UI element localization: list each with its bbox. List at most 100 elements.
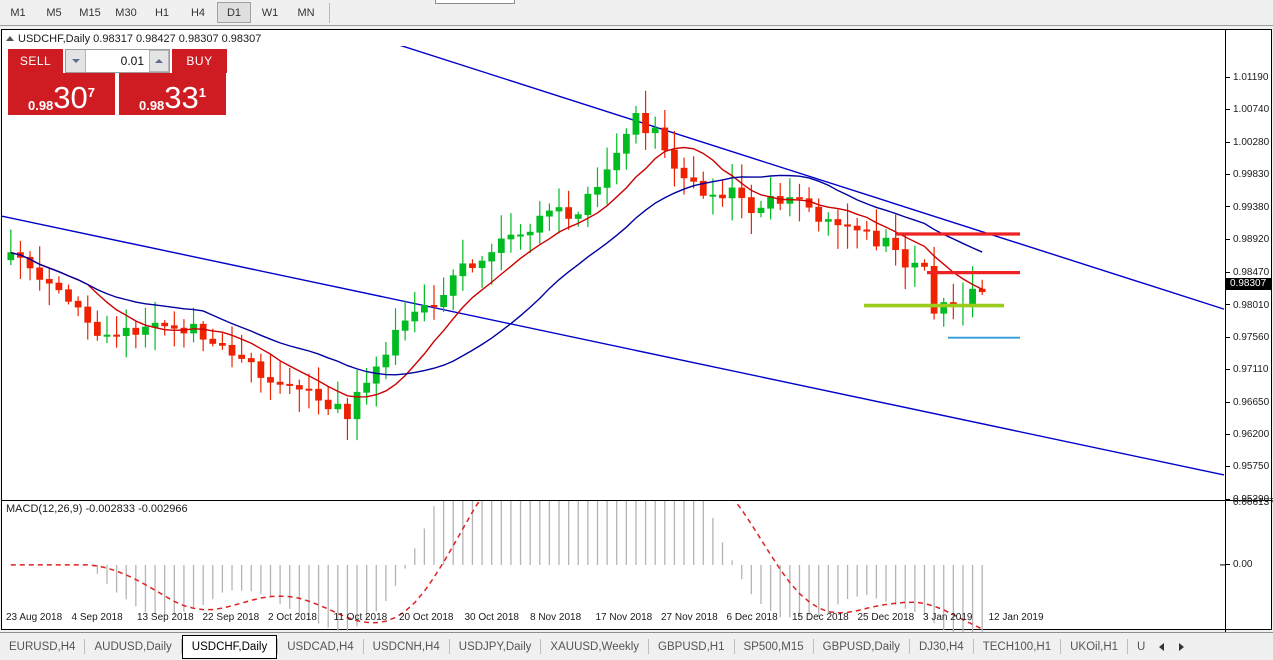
volume-increment-button[interactable]: [149, 50, 169, 72]
tabs-scroll-right-button[interactable]: [1174, 636, 1188, 658]
candle-body: [815, 206, 823, 222]
candlestick: [382, 342, 390, 380]
chart-tab-usdcnh-h4[interactable]: USDCNH,H4: [372, 640, 440, 653]
timeframe-button-mn[interactable]: MN: [297, 7, 315, 19]
candle-body: [680, 167, 688, 179]
date-tick-label: 23 Aug 2018: [6, 612, 63, 623]
candle-body: [690, 177, 698, 182]
macd-pane-plot[interactable]: [2, 501, 1225, 642]
toolbar-separator: [329, 2, 330, 23]
chart-tab-gbpusd-daily[interactable]: GBPUSD,Daily: [822, 640, 900, 653]
trendline-channel-upper[interactable]: [399, 46, 1225, 310]
candlestick: [199, 321, 207, 352]
candlestick: [401, 300, 409, 341]
candlestick: [824, 212, 832, 236]
date-tick-label: 27 Nov 2018: [661, 612, 718, 623]
candlestick: [478, 255, 486, 288]
chart-tab-audusd-daily[interactable]: AUDUSD,Daily: [94, 640, 172, 653]
candle-body: [651, 127, 659, 134]
chart-tab-tech100-h1[interactable]: TECH100,H1: [982, 640, 1052, 653]
price-tick-label: 0.98470: [1226, 267, 1269, 278]
volume-value[interactable]: 0.01: [120, 54, 144, 68]
price-tick-label: 0.95750: [1226, 461, 1269, 472]
tab-separator: [362, 639, 364, 654]
candlestick: [26, 251, 34, 281]
chart-tab-ukoil-h1[interactable]: UKOil,H1: [1070, 640, 1119, 653]
candle-body: [671, 149, 678, 169]
candle-body: [247, 358, 255, 363]
sell-button[interactable]: SELL: [8, 49, 63, 73]
collapse-triangle-icon[interactable]: [6, 35, 14, 41]
candle-body: [161, 322, 169, 327]
volume-input[interactable]: 0.01: [65, 49, 170, 73]
timeframe-button-h4[interactable]: H4: [190, 7, 206, 19]
one-click-trading-panel[interactable]: SELL 0.01 BUY 0.98307: [8, 49, 227, 115]
timeframe-button-w1[interactable]: W1: [261, 7, 279, 19]
candle-body: [767, 196, 774, 209]
candle-body: [622, 133, 630, 154]
candlestick: [267, 354, 274, 400]
moving-average-fast[interactable]: [10, 146, 983, 398]
candle-body: [632, 112, 640, 135]
candle-body: [594, 186, 601, 195]
candle-body: [132, 327, 140, 335]
candlestick: [93, 310, 101, 341]
candlestick: [603, 147, 611, 205]
candle-body: [276, 381, 284, 385]
candlestick: [574, 211, 582, 227]
price-pane-plot[interactable]: [2, 46, 1225, 501]
timeframe-button-m5[interactable]: M5: [46, 7, 62, 19]
candle-body: [372, 366, 380, 384]
timeframe-button-m1[interactable]: M1: [10, 7, 26, 19]
chart-tab-sp500-m15[interactable]: SP500,M15: [743, 640, 804, 653]
candlestick: [440, 277, 447, 312]
timeframe-button-h1[interactable]: H1: [154, 7, 170, 19]
chart-tab-xauusd-weekly[interactable]: XAUUSD,Weekly: [550, 640, 640, 653]
volume-decrement-button[interactable]: [66, 50, 86, 72]
price-tick-label: 1.01190: [1226, 72, 1268, 83]
candlestick: [671, 130, 678, 187]
candlestick: [132, 320, 140, 349]
tab-separator: [733, 639, 735, 654]
chart-tab-gbpusd-h1[interactable]: GBPUSD,H1: [658, 640, 725, 653]
candle-body: [824, 219, 832, 222]
price-axis[interactable]: 1.01190 1.00740 1.00280 0.99830 0.99380 0.989…: [1226, 30, 1272, 505]
candlestick: [190, 307, 197, 343]
candlestick: [286, 367, 294, 394]
chart-window[interactable]: USDCHF,Daily 0.98317 0.98427 0.98307 0.9…: [1, 29, 1273, 642]
candle-body: [526, 231, 534, 236]
sell-price-button[interactable]: 0.98307: [8, 73, 115, 115]
candlestick: [247, 352, 255, 383]
candlestick: [324, 387, 332, 416]
timeframe-button-m15[interactable]: M15: [79, 7, 101, 19]
candle-body: [834, 219, 842, 226]
candlestick: [228, 326, 236, 368]
buy-button[interactable]: BUY: [172, 49, 227, 73]
tabs-scroll-left-button[interactable]: [1154, 636, 1168, 658]
tab-separator: [277, 639, 279, 654]
macd-signal-line[interactable]: [10, 501, 983, 630]
candle-body: [921, 262, 928, 267]
chart-tab-eurusd-h4[interactable]: EURUSD,H4: [9, 640, 76, 653]
chart-tab-dj30-h4[interactable]: DJ30,H4: [918, 640, 964, 653]
chart-tab-u[interactable]: U: [1137, 640, 1146, 653]
chart-tab-usdcad-h4[interactable]: USDCAD,H4: [287, 640, 354, 653]
chart-tab-usdchf-daily[interactable]: USDCHF,Daily: [181, 634, 278, 659]
candle-body: [382, 354, 390, 368]
candle-body: [719, 194, 726, 199]
buy-price-button[interactable]: 0.98331: [119, 73, 226, 115]
timeframe-button-d1[interactable]: D1: [217, 2, 251, 23]
chart-tab-bar[interactable]: EURUSD,H4 AUDUSD,Daily USDCHF,Daily USDCAD,…: [0, 632, 1273, 660]
trendline-channel-lower[interactable]: [2, 215, 1225, 476]
chart-tab-usdjpy-daily[interactable]: USDJPY,Daily: [458, 640, 532, 653]
timeframe-button-m30[interactable]: M30: [115, 7, 137, 19]
candlestick: [622, 128, 630, 170]
moving-average-slow[interactable]: [10, 174, 983, 376]
toolbar-dropdown-stub: [435, 0, 515, 4]
candlestick: [930, 246, 938, 320]
candle-body: [103, 334, 111, 337]
tab-separator: [1127, 639, 1129, 654]
candlestick: [84, 295, 92, 340]
candle-body: [796, 197, 803, 200]
